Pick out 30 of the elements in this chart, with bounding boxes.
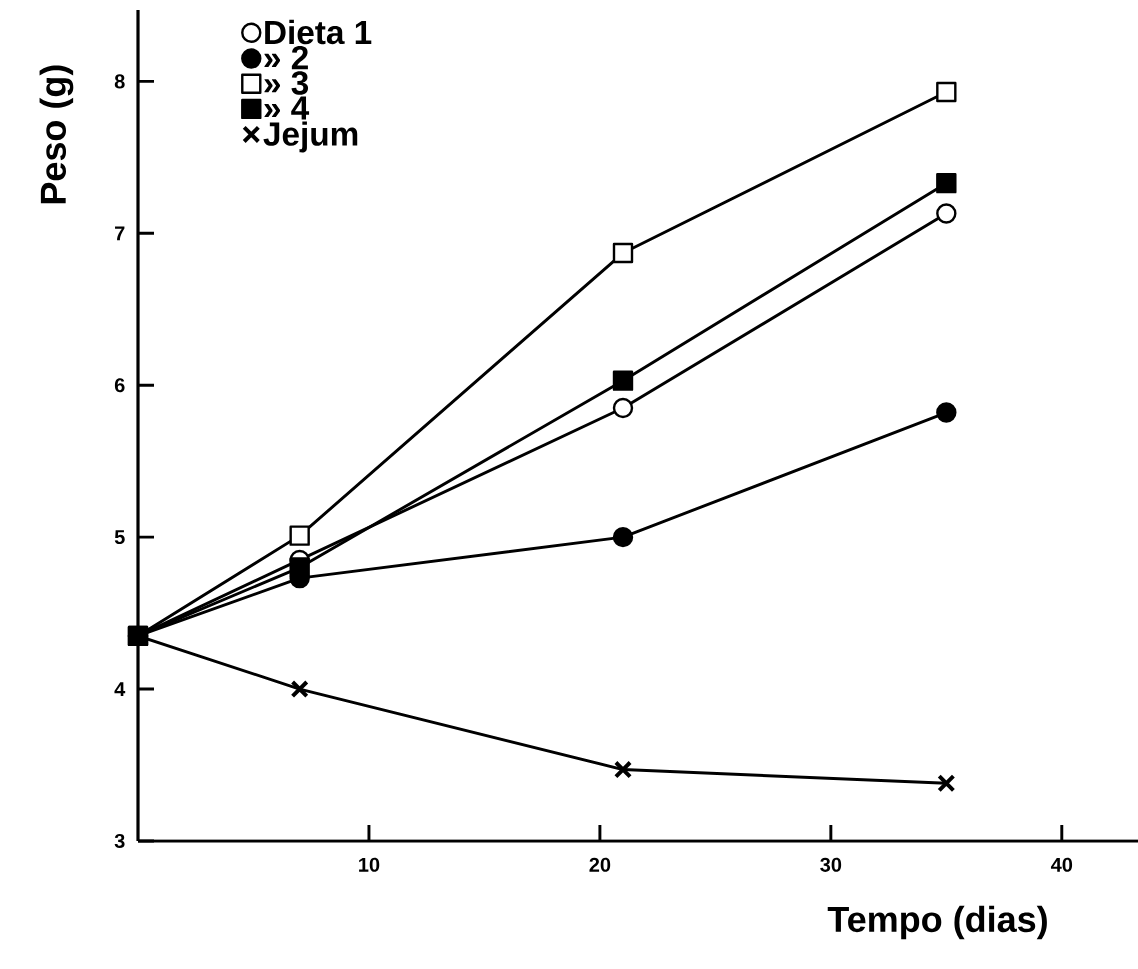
point: [936, 203, 957, 224]
x-tick-label: 40: [1050, 857, 1073, 872]
legend-label: » 2: [264, 45, 308, 70]
point: [936, 172, 957, 194]
legend-label: » 3: [264, 71, 309, 95]
legend-label: Jejum: [263, 121, 358, 153]
x-tick-label: 20: [589, 857, 611, 872]
y-tick-label: 5: [114, 530, 125, 545]
y-tick-label: 7: [115, 226, 125, 241]
x-tick-label: 10: [359, 857, 380, 872]
x-axis-title: Tempo (dias): [827, 905, 1047, 940]
legend-label: » 4: [264, 96, 310, 120]
y-tick-label: 8: [114, 74, 125, 89]
point: [612, 526, 634, 548]
point: [289, 525, 310, 546]
point: [612, 397, 634, 419]
y-tick-label: 3: [114, 833, 125, 849]
y-axis-title: Peso (g): [39, 65, 74, 204]
legend-label: Dieta 1: [265, 19, 372, 45]
x-tick-label: 30: [820, 857, 842, 872]
point: [936, 81, 957, 103]
point: [937, 774, 956, 793]
point: [612, 242, 634, 264]
point: [289, 557, 310, 578]
y-tick-label: 4: [114, 682, 126, 696]
point: [613, 760, 633, 779]
point: [612, 370, 634, 391]
y-tick-label: 6: [114, 378, 125, 393]
point: [936, 402, 957, 423]
point: [290, 679, 309, 699]
